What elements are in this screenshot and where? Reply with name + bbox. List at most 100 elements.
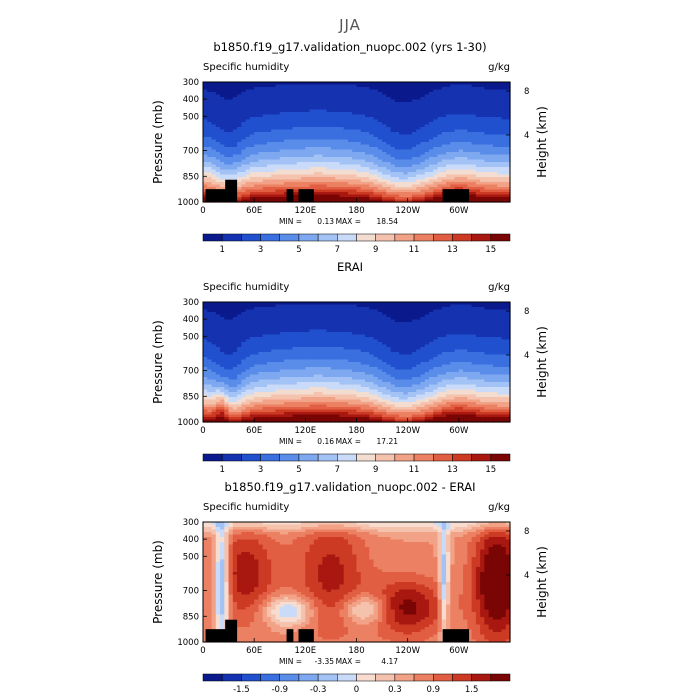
field-cell bbox=[301, 359, 306, 363]
field-cell bbox=[347, 97, 353, 101]
field-cell bbox=[288, 114, 294, 118]
field-cell bbox=[224, 399, 230, 403]
field-cell bbox=[454, 107, 460, 111]
field-cell bbox=[211, 379, 217, 383]
field-cell bbox=[475, 159, 481, 163]
field-cell bbox=[492, 99, 498, 103]
field-cell bbox=[275, 334, 281, 338]
field-cell bbox=[505, 97, 511, 101]
field-cell bbox=[228, 117, 234, 121]
field-cell bbox=[249, 419, 255, 423]
field-cell bbox=[416, 184, 422, 188]
field-cell bbox=[266, 317, 272, 321]
field-cell bbox=[365, 139, 370, 143]
field-cell bbox=[249, 164, 255, 168]
field-cell bbox=[313, 314, 319, 318]
field-cell bbox=[292, 199, 298, 203]
field-cell bbox=[313, 197, 319, 201]
field-cell bbox=[258, 344, 264, 348]
field-cell bbox=[326, 302, 332, 306]
field-cell bbox=[279, 394, 285, 398]
field-cell bbox=[352, 104, 358, 108]
field-cell bbox=[454, 152, 460, 156]
field-cell bbox=[356, 112, 362, 116]
field-cell bbox=[224, 409, 230, 413]
field-cell bbox=[207, 412, 213, 416]
field-cell bbox=[207, 397, 213, 401]
field-cell bbox=[347, 167, 353, 171]
field-cell bbox=[249, 182, 255, 186]
field-cell bbox=[313, 382, 319, 386]
field-cell bbox=[288, 374, 294, 378]
colorbar-label: 9 bbox=[373, 245, 378, 255]
field-cell bbox=[275, 134, 281, 138]
field-cell bbox=[249, 304, 255, 308]
field-cell bbox=[480, 112, 486, 116]
field-cell bbox=[271, 397, 277, 401]
field-cell bbox=[258, 354, 264, 358]
field-cell bbox=[313, 139, 319, 143]
field-cell bbox=[475, 82, 481, 86]
field-cell bbox=[215, 304, 221, 308]
field-cell bbox=[232, 362, 238, 366]
field-cell bbox=[288, 344, 294, 348]
field-cell bbox=[211, 112, 217, 116]
field-cell bbox=[369, 104, 375, 108]
field-cell bbox=[232, 129, 238, 133]
field-cell bbox=[365, 92, 370, 96]
field-cell bbox=[284, 192, 289, 196]
field-cell bbox=[313, 344, 319, 348]
field-cell bbox=[420, 119, 426, 123]
field-cell bbox=[322, 172, 328, 176]
field-cell bbox=[237, 184, 242, 188]
field-cell bbox=[258, 179, 264, 183]
field-cell bbox=[275, 339, 281, 343]
field-cell bbox=[203, 357, 208, 361]
field-cell bbox=[249, 374, 255, 378]
field-cell bbox=[232, 372, 238, 376]
colorbar-swatch bbox=[394, 233, 415, 242]
field-cell bbox=[292, 317, 298, 321]
field-cell bbox=[309, 367, 315, 371]
field-cell bbox=[292, 104, 298, 108]
field-cell bbox=[467, 82, 473, 86]
field-cell bbox=[339, 82, 345, 86]
field-cell bbox=[301, 157, 306, 161]
field-cell bbox=[284, 94, 289, 98]
field-cell bbox=[394, 84, 400, 88]
field-cell bbox=[237, 302, 242, 306]
field-cell bbox=[271, 402, 277, 406]
field-cell bbox=[369, 142, 375, 146]
field-cell bbox=[284, 347, 289, 351]
field-cell bbox=[292, 304, 298, 308]
field-cell bbox=[446, 172, 451, 176]
field-cell bbox=[480, 87, 486, 91]
field-cell bbox=[266, 129, 272, 133]
field-cell bbox=[343, 142, 349, 146]
field-cell bbox=[215, 352, 221, 356]
field-cell bbox=[254, 199, 260, 203]
field-cell bbox=[245, 349, 251, 353]
field-cell bbox=[501, 154, 507, 158]
field-cell bbox=[245, 354, 251, 358]
field-cell bbox=[382, 142, 387, 146]
field-cell bbox=[475, 129, 481, 133]
field-cell bbox=[373, 167, 379, 171]
field-cell bbox=[450, 107, 456, 111]
field-cell bbox=[403, 172, 409, 176]
field-cell bbox=[441, 122, 447, 126]
field-cell bbox=[377, 152, 383, 156]
field-cell bbox=[232, 332, 238, 336]
field-cell bbox=[441, 184, 447, 188]
field-cell bbox=[279, 169, 285, 173]
field-cell bbox=[394, 159, 400, 163]
field-cell bbox=[309, 417, 315, 421]
field-cell bbox=[399, 99, 404, 103]
field-cell bbox=[369, 199, 375, 203]
field-cell bbox=[309, 364, 315, 368]
field-cell bbox=[271, 197, 277, 201]
field-cell bbox=[390, 122, 396, 126]
field-cell bbox=[288, 132, 294, 136]
field-cell bbox=[288, 307, 294, 311]
field-cell bbox=[501, 179, 507, 183]
